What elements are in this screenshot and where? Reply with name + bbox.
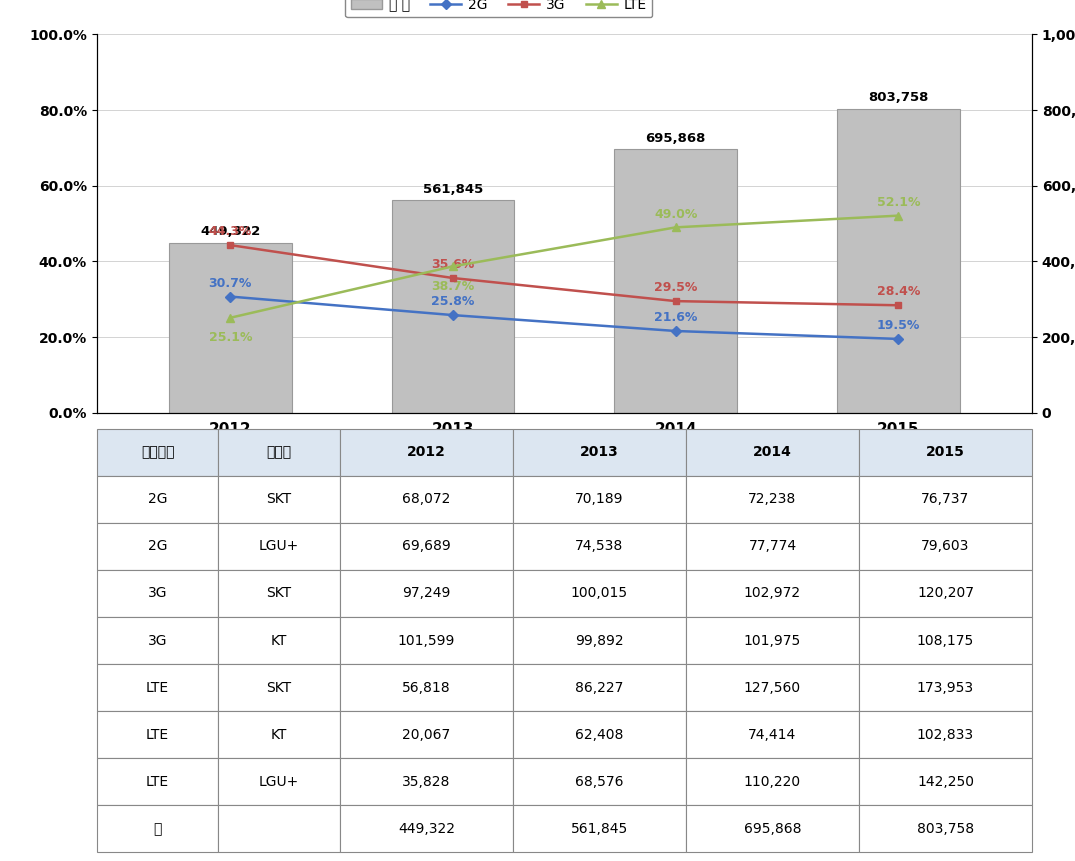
Bar [615,150,737,412]
Text: 21.6%: 21.6% [654,311,698,325]
Text: 25.8%: 25.8% [431,295,475,308]
Bar [837,108,960,412]
Legend: 합 계, 2G, 3G, LTE: 합 계, 2G, 3G, LTE [345,0,653,17]
Text: 49.0%: 49.0% [654,208,698,220]
Text: 449,322: 449,322 [200,226,260,238]
Text: 803,758: 803,758 [869,91,929,104]
Text: 30.7%: 30.7% [209,276,252,290]
Text: 561,845: 561,845 [422,183,483,195]
Text: 19.5%: 19.5% [877,319,920,332]
Text: 25.1%: 25.1% [209,331,253,344]
Text: 695,868: 695,868 [645,132,706,145]
Text: 38.7%: 38.7% [431,280,475,293]
Bar [391,200,514,412]
Text: 29.5%: 29.5% [654,282,698,294]
Text: 35.6%: 35.6% [431,258,475,271]
Text: 52.1%: 52.1% [876,195,920,209]
Text: 44.3%: 44.3% [209,226,252,238]
Bar [169,243,291,412]
Text: 28.4%: 28.4% [877,286,920,299]
